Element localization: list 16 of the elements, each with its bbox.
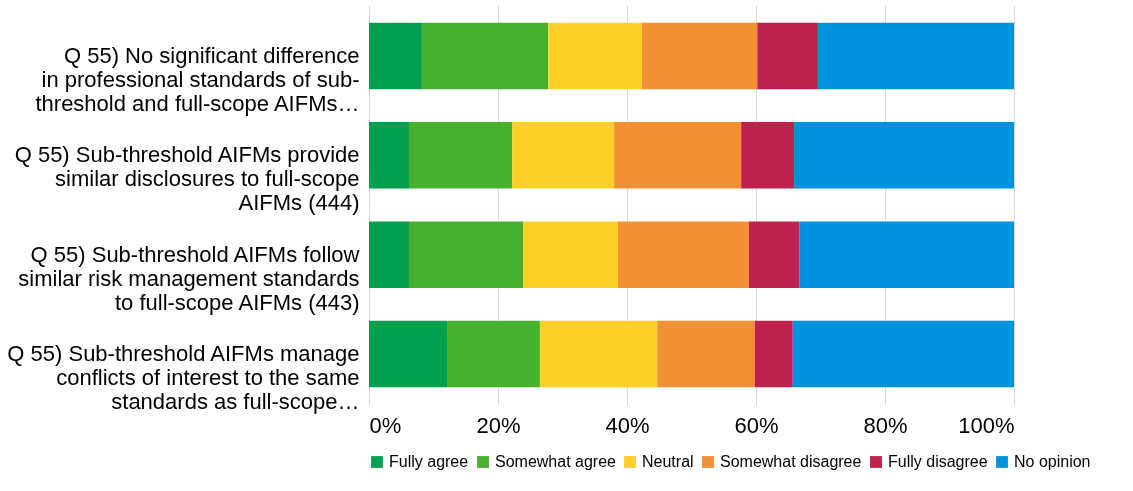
x-tick-label: 60% — [734, 412, 779, 438]
legend-label: Somewhat disagree — [720, 453, 862, 470]
x-tick-label: 40% — [605, 412, 650, 438]
x-tick-label: 20% — [476, 412, 521, 438]
x-tick-label: 100% — [958, 412, 1015, 438]
y-tick-label: Q 55) Sub-threshold AIFMs follow similar risk management standards to full-scope AIFMs (443) — [18, 241, 360, 315]
legend-label: Neutral — [642, 453, 694, 470]
legend-label: Fully agree — [389, 453, 469, 470]
x-tick-label: 0% — [369, 412, 402, 438]
legend-label: Somewhat agree — [495, 453, 617, 470]
y-tick-label: Q 55) No significant difference in professional standards of sub-threshold and full-scope AIFMs… — [35, 43, 360, 117]
legend-label: Fully disagree — [888, 453, 988, 470]
y-tick-label: Q 55) Sub-threshold AIFMs manage conflicts of interest to the same standards as full-scope… — [7, 340, 360, 414]
x-tick-label: 80% — [863, 412, 908, 438]
y-tick-label: Q 55) Sub-threshold AIFMs provide similar disclosures to full-scope AIFMs (444) — [14, 142, 360, 216]
legend-label: No opinion — [1014, 453, 1091, 470]
